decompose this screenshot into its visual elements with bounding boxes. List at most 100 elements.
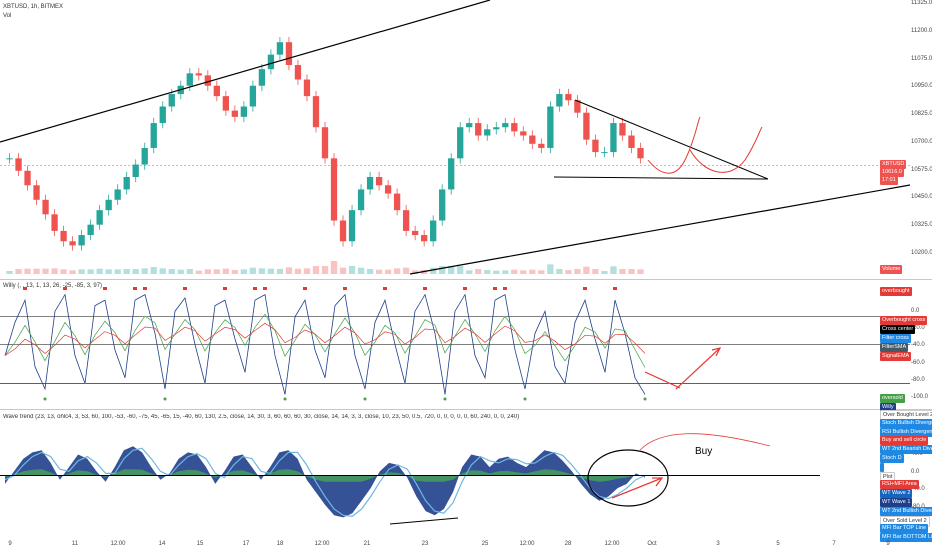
candle-body (610, 123, 617, 153)
candle-body (457, 127, 464, 159)
willy-badge: Willy (880, 403, 896, 412)
volume-bar (339, 267, 347, 274)
candle-body (475, 123, 482, 136)
willy-line (4, 293, 646, 395)
volume-bar (619, 269, 626, 274)
volume-bar (529, 269, 536, 274)
willy-badge: Cross center (880, 325, 916, 334)
volume-bar (484, 270, 491, 274)
volume-bar (457, 266, 464, 274)
overbought-marker (143, 287, 147, 290)
willy-pane (0, 287, 910, 401)
wave-badge: RSI+MFI Area (880, 480, 919, 490)
willy-arrow (644, 371, 681, 389)
volume-bar (6, 271, 13, 274)
wavetrend-indicator-header[interactable]: Wave trend (23, 13, ohlc4, 3, 53, 60, 10… (3, 414, 520, 420)
volume-bar (375, 269, 383, 274)
time-tick-label: 25 (481, 541, 489, 547)
time-tick-label: Oct (647, 541, 657, 547)
pane-separator[interactable] (0, 279, 932, 280)
volume-bar (141, 268, 148, 274)
lower-trendline (409, 184, 911, 275)
willy-axis-tick-label: 0.0 (911, 308, 920, 314)
willy-indicator-header[interactable]: Willy (, , 13, 1, 13, 26, -25, -85, 3, 9… (3, 283, 103, 289)
candle-body (448, 158, 455, 190)
volume-bar (51, 268, 58, 274)
price-axis-tick-label: 11325.0 (911, 0, 932, 6)
overbought-marker (303, 287, 307, 290)
oversold-marker (443, 397, 447, 401)
overbought-marker (423, 287, 427, 290)
wave-badge: WT Wave 1 (880, 498, 913, 507)
candle-body (384, 185, 392, 194)
volume-bar (547, 264, 554, 274)
candle-body (312, 96, 320, 128)
volume-bar (222, 268, 229, 274)
overbought-marker (23, 287, 27, 290)
wave-badge: RSI Bullish Divergence (880, 427, 932, 437)
time-tick-label: 12:00 (519, 541, 535, 547)
candle-body (583, 112, 590, 140)
wave-badge: WT Wave 2 (880, 489, 913, 499)
projection-curve (689, 126, 763, 173)
price-badge: Volume (880, 265, 903, 274)
candle-body (411, 230, 419, 236)
candle-body (439, 189, 446, 221)
upper-trendline (0, 0, 491, 143)
willy-badge: SignalEMA (880, 352, 912, 361)
candle-body (150, 123, 157, 148)
wt-wave2-line (4, 447, 646, 517)
willy-arrow (675, 347, 722, 390)
volume-bar (177, 269, 184, 274)
volume-bar (348, 266, 356, 274)
candle-body (393, 193, 401, 211)
candle-body (330, 158, 338, 221)
volume-bar (267, 268, 275, 274)
wave-badge: MFI Bar BOTTOM Line (880, 533, 932, 543)
price-axis-tick-label: 10450.0 (911, 194, 932, 201)
willy-badge: Overbought cross (880, 316, 928, 325)
volume-bar (159, 268, 166, 274)
overbought-marker (613, 287, 617, 290)
candle-body (87, 224, 94, 236)
candle-body (249, 85, 257, 107)
volume-bar (610, 266, 617, 274)
volume-bar (114, 269, 121, 274)
willy-badge: oversold (880, 394, 905, 403)
time-tick-label: 12:00 (314, 541, 330, 547)
volume-bar (105, 269, 112, 274)
volume-bar (150, 267, 157, 274)
volume-bar (520, 270, 527, 274)
volume-bar (330, 261, 338, 274)
candle-body (529, 135, 536, 144)
willy-axis-tick-label: -80.0 (911, 376, 925, 383)
candle-body (267, 54, 275, 70)
overbought-marker (583, 287, 587, 290)
drawings-layer (0, 0, 911, 525)
price-badge: 17:01 (880, 176, 898, 185)
oversold-marker (43, 397, 47, 401)
volume-bar (294, 268, 302, 274)
time-tick-label: 12:00 (604, 541, 620, 547)
candle-body (430, 220, 437, 242)
volume-bar (583, 266, 590, 274)
candle-body (276, 42, 284, 55)
candle-body (565, 94, 572, 101)
willy-axis-tick-label: -60.0 (911, 359, 925, 366)
time-tick-label: 9 (8, 541, 12, 547)
candle-body (258, 69, 266, 86)
buy-annotation: Buy (695, 446, 713, 457)
price-axis-tick-label: 10700.0 (911, 138, 932, 145)
overbought-marker (493, 287, 497, 290)
time-tick-label: 21 (363, 541, 371, 547)
candle-body (502, 123, 509, 128)
pane-separator[interactable] (0, 409, 932, 410)
volume-bar (132, 269, 139, 274)
volume-bar (69, 270, 76, 274)
candle-body (348, 210, 356, 242)
volume-bar (78, 269, 85, 274)
volume-bar (42, 268, 49, 274)
price-axis-tick-label: 10825.0 (911, 111, 932, 118)
time-tick-label: 18 (276, 541, 284, 547)
